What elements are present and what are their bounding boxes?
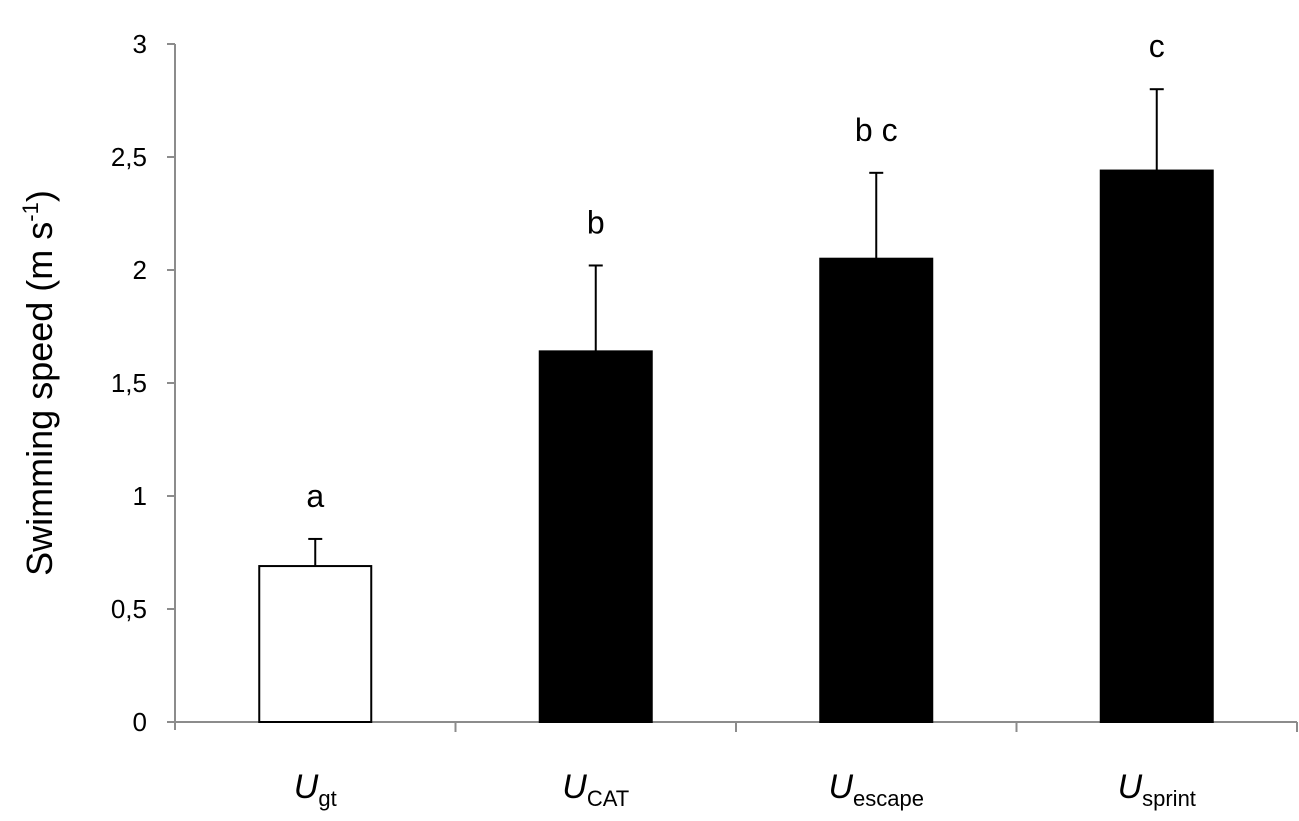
x-tick-label: Usprint (1118, 768, 1196, 811)
x-tick-label-symbol: U (294, 768, 319, 806)
significance-label: c (1149, 28, 1165, 64)
x-tick-label-subscript: gt (318, 786, 336, 811)
bar (258, 565, 373, 723)
significance-label: a (306, 478, 324, 514)
y-axis-title-superscript: -1 (18, 202, 43, 222)
y-tick-label: 2 (133, 255, 147, 285)
y-tick-label: 0 (133, 707, 147, 737)
significance-label: b (587, 204, 605, 240)
y-axis-title-text: Swimming speed (m s (19, 222, 60, 576)
bar (819, 257, 934, 723)
y-tick-label: 1,5 (111, 368, 147, 398)
x-tick-label-subscript: escape (853, 786, 924, 811)
x-tick-label-subscript: sprint (1142, 786, 1196, 811)
y-axis-title: Swimming speed (m s-1) (18, 190, 60, 576)
x-tick-label-symbol: U (562, 768, 587, 806)
significance-label: b c (855, 112, 898, 148)
y-tick-label: 0,5 (111, 594, 147, 624)
y-tick-label: 2,5 (111, 142, 147, 172)
x-tick-label: UCAT (562, 768, 629, 811)
bar (538, 350, 653, 723)
x-tick-label-subscript: CAT (587, 786, 629, 811)
bars (258, 88, 1214, 723)
x-tick-label-symbol: U (828, 768, 853, 806)
bar (1099, 169, 1214, 723)
x-tick-label-symbol: U (1118, 768, 1143, 806)
y-tick-label: 3 (133, 29, 147, 59)
y-tick-label: 1 (133, 481, 147, 511)
x-tick-label: Uescape (828, 768, 924, 811)
x-tick-label: Ugt (294, 768, 337, 811)
y-axis-title-close: ) (19, 190, 60, 202)
